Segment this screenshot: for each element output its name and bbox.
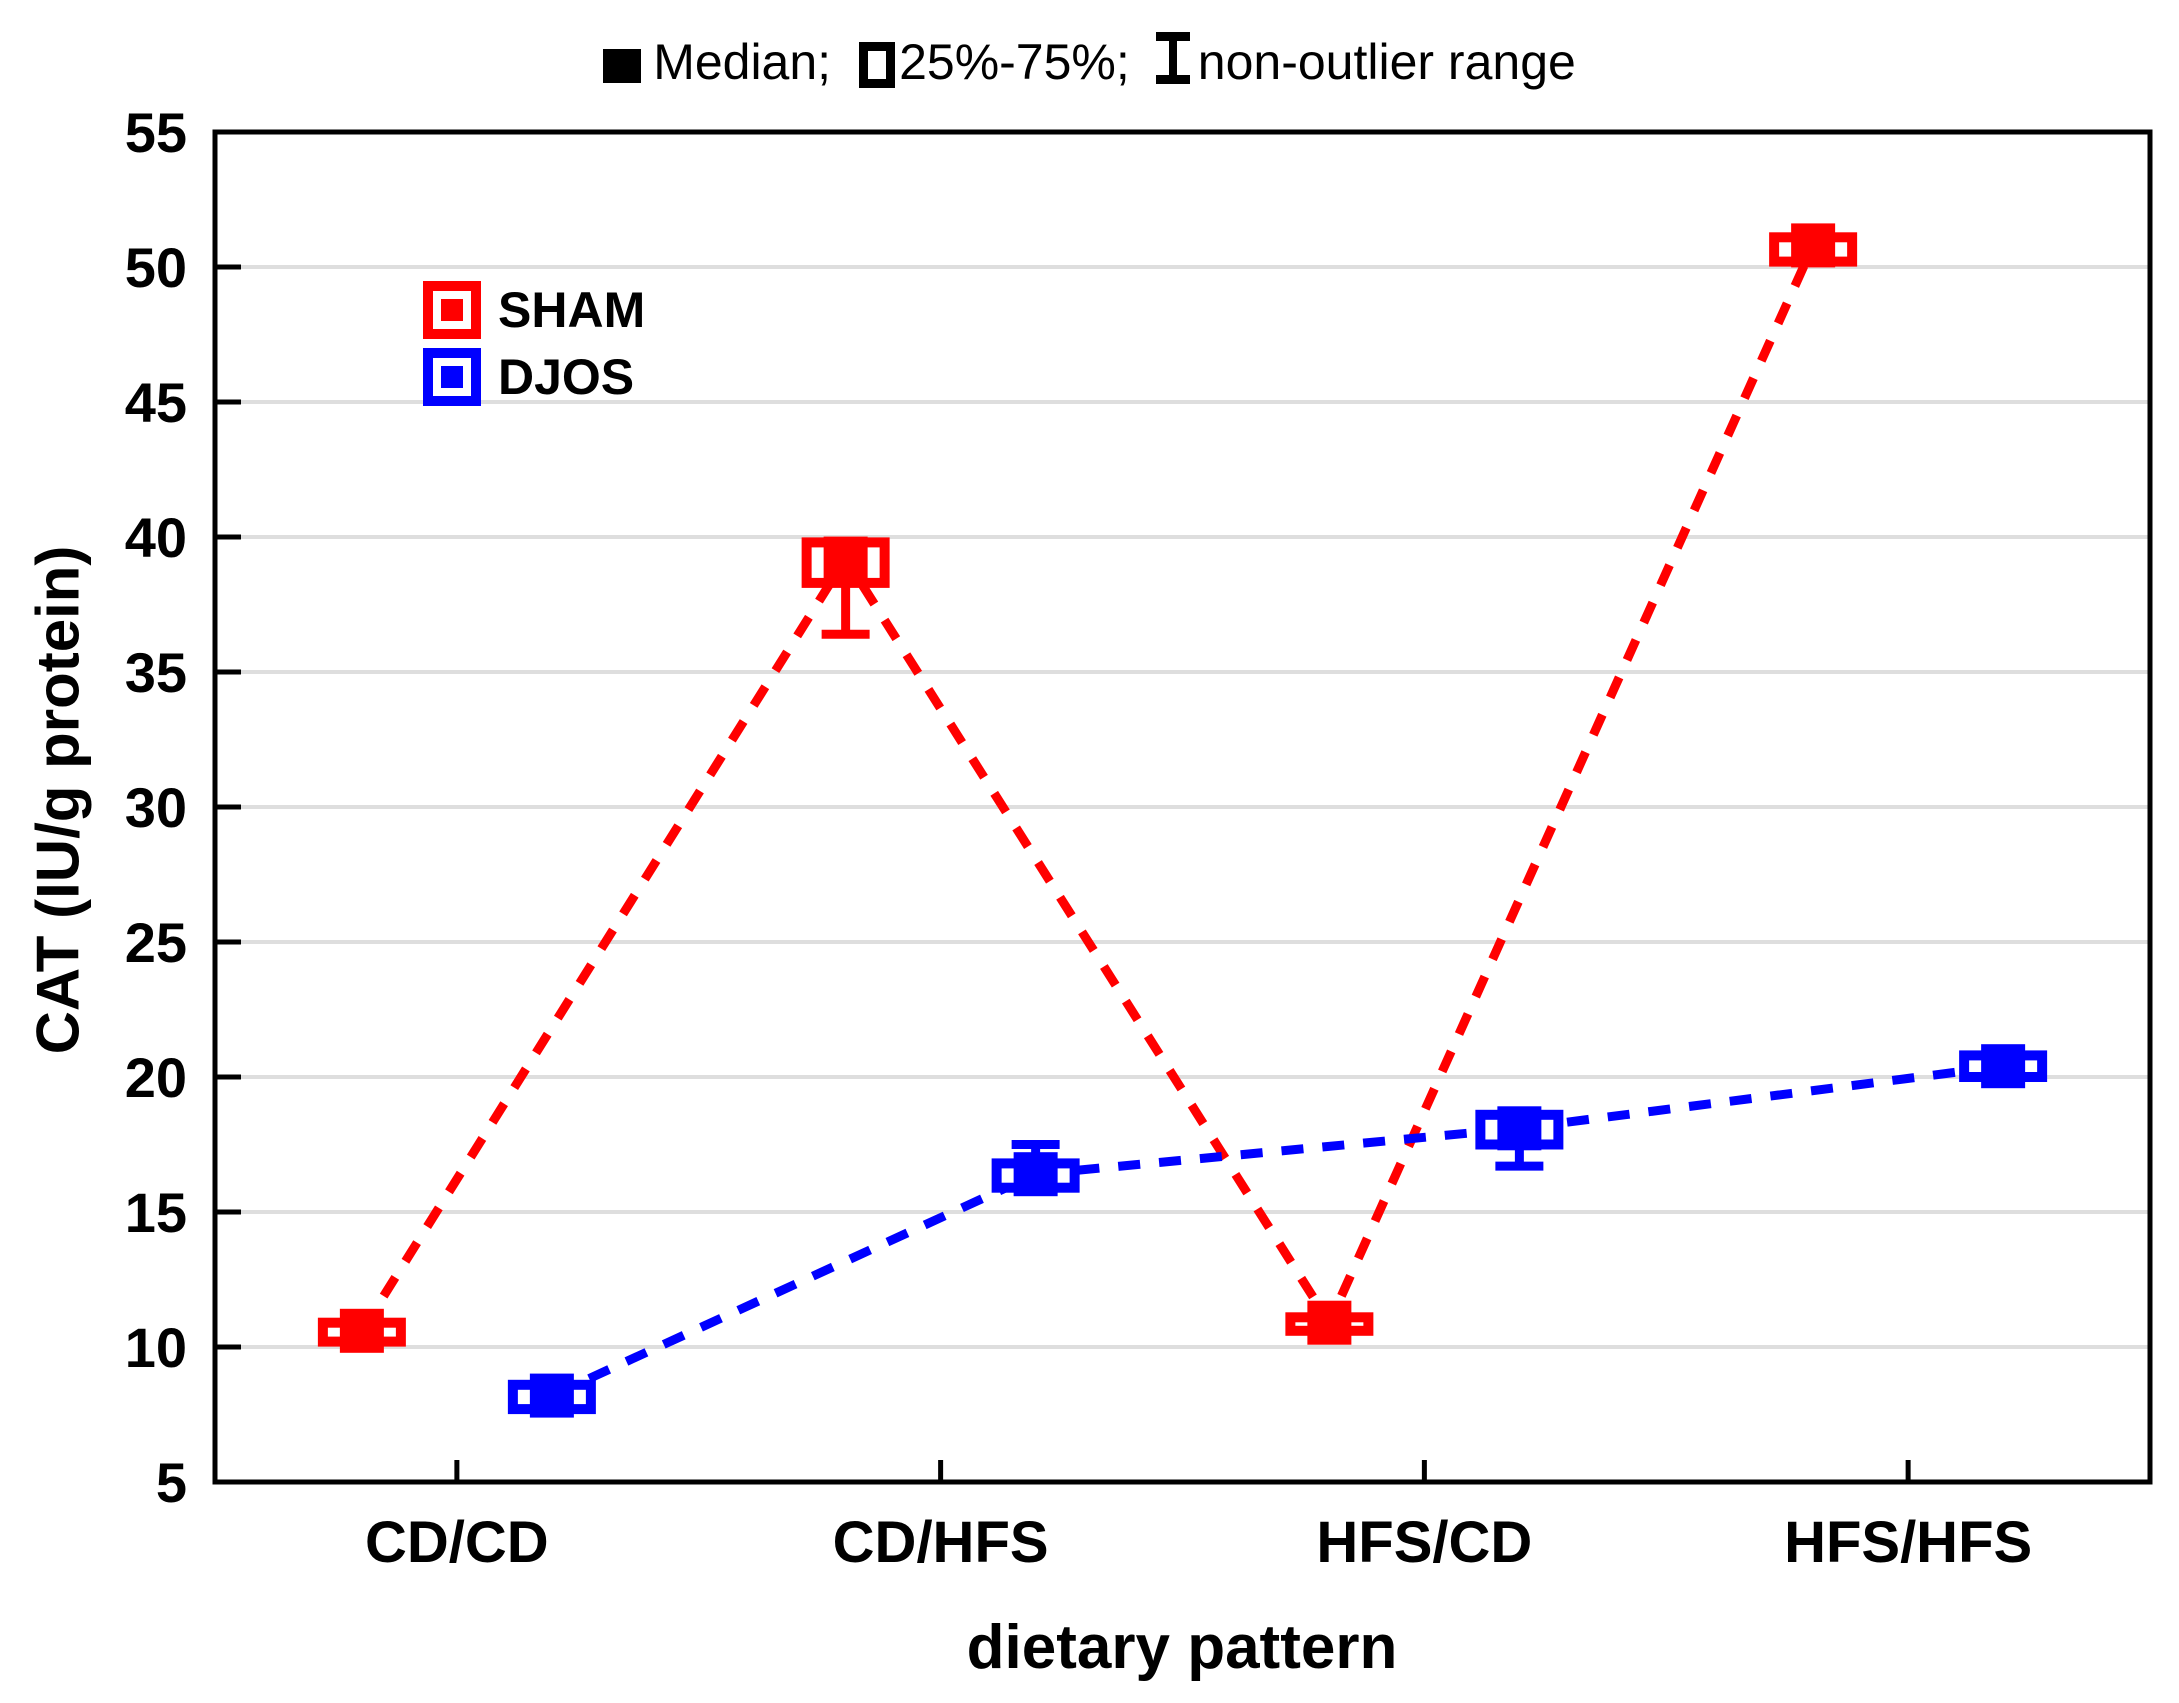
median-SHAM-HFS/HFS [1791, 223, 1836, 268]
open-square-icon [859, 41, 896, 88]
symbol-legend: Median; 25%-75%; non-outlier range [0, 26, 2179, 97]
trend-line-SHAM [358, 243, 1818, 1334]
x-axis-title: dietary pattern [966, 1613, 1398, 1682]
median-symbol-label: Median; [653, 33, 832, 90]
x-tick-label-HFS/HFS: HFS/HFS [1784, 1510, 2032, 1575]
y-tick-label-15: 15 [125, 1181, 187, 1244]
y-tick-label-40: 40 [125, 506, 187, 569]
median-DJOS-HFS/HFS [1981, 1044, 2026, 1089]
y-tick-label-35: 35 [125, 641, 187, 704]
y-tick-label-5: 5 [156, 1451, 187, 1514]
median-DJOS-HFS/CD [1497, 1106, 1542, 1151]
y-tick-label-50: 50 [125, 236, 187, 299]
legend-label-DJOS: DJOS [498, 349, 634, 405]
y-tick-label-30: 30 [125, 776, 187, 839]
x-tick-label-HFS/CD: HFS/CD [1316, 1510, 1532, 1575]
legend-marker-inner-DJOS [441, 366, 463, 388]
box-symbol-label: 25%-75%; [899, 33, 1130, 90]
median-SHAM-HFS/CD [1307, 1300, 1352, 1345]
filled-square-icon [603, 48, 642, 83]
legend-label-SHAM: SHAM [498, 282, 645, 338]
median-SHAM-CD/CD [339, 1308, 384, 1353]
median-SHAM-CD/HFS [823, 536, 868, 581]
y-tick-label-55: 55 [125, 101, 187, 164]
plot-frame [212, 129, 2153, 1485]
trend-line-DJOS [550, 1061, 2004, 1400]
x-tick-label-CD/CD: CD/CD [365, 1510, 549, 1575]
legend-marker-inner-SHAM [441, 299, 463, 321]
y-tick-label-25: 25 [125, 911, 187, 974]
y-tick-label-20: 20 [125, 1046, 187, 1109]
y-tick-label-45: 45 [125, 371, 187, 434]
error-bar-icon [1155, 32, 1190, 97]
x-tick-label-CD/HFS: CD/HFS [833, 1510, 1049, 1575]
median-DJOS-CD/CD [529, 1373, 574, 1418]
y-tick-label-10: 10 [125, 1316, 187, 1379]
median-DJOS-CD/HFS [1013, 1152, 1058, 1197]
whisker-symbol-label: non-outlier range [1197, 33, 1576, 90]
